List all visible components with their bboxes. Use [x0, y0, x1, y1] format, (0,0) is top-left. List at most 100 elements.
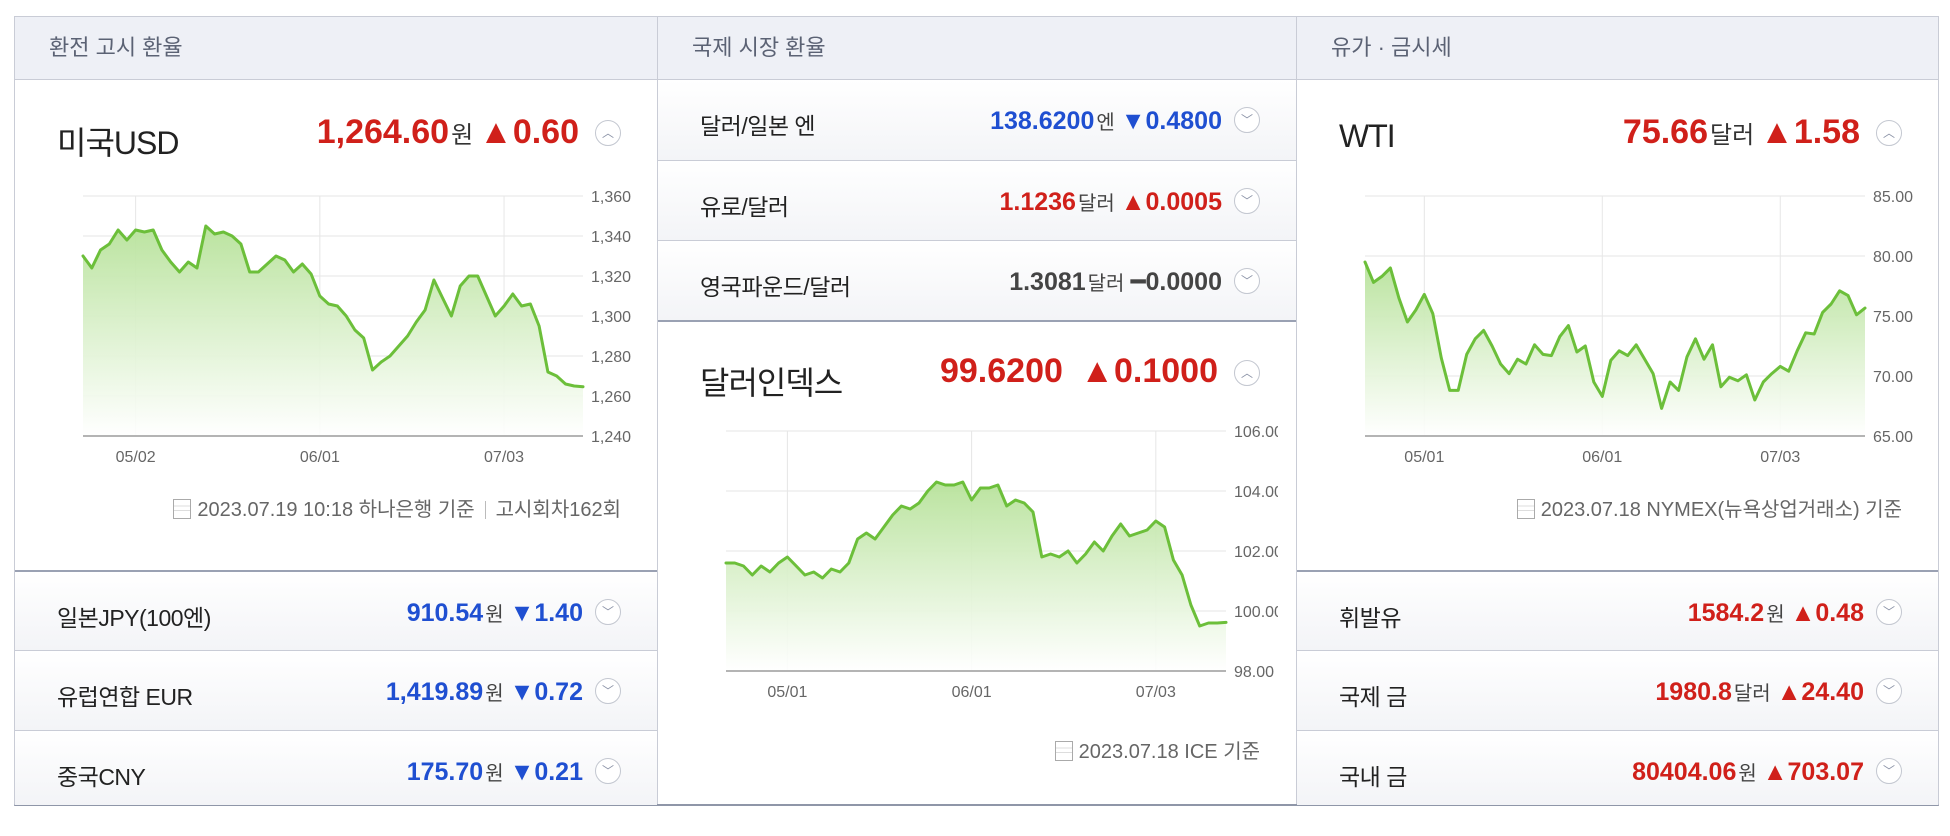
- data-point: [151, 228, 155, 232]
- data-point: [362, 336, 366, 340]
- data-point: [1744, 373, 1748, 377]
- main-rate-change: ▲0.1000: [1080, 352, 1218, 390]
- y-tick-label: 75.00: [1873, 309, 1913, 326]
- data-point: [1439, 356, 1443, 360]
- wti-chart: 85.00 80.00 75.00 70.00 65.00 05/01 06/01 07/03: [1363, 189, 1913, 466]
- data-point: [414, 320, 418, 324]
- data-point: [1110, 534, 1114, 538]
- main-rate: 75.66달러 ▲1.58: [1623, 113, 1860, 152]
- x-tick-label: 05/01: [767, 684, 807, 701]
- data-point: [1448, 388, 1452, 392]
- main-rate: 99.6200 ▲0.1000: [940, 352, 1218, 391]
- row-unit: 원: [485, 683, 504, 705]
- data-point: [1516, 357, 1520, 361]
- list-item[interactable]: 영국파운드/달러 1.3081 달러 ━0.0000 ﹀: [658, 240, 1296, 320]
- list-item[interactable]: 유럽연합 EUR 1,419.89 원 ▼0.72 ﹀: [15, 650, 657, 730]
- chevron-down-icon[interactable]: ﹀: [1234, 188, 1260, 214]
- list-item[interactable]: 국제 금 1980.8 달러 ▲24.40 ﹀: [1297, 650, 1938, 730]
- main-commodity-name[interactable]: WTI: [1339, 118, 1396, 154]
- list-item[interactable]: 국내 금 80404.06 원 ▲703.07 ﹀: [1297, 730, 1938, 805]
- chevron-down-icon[interactable]: ﹀: [595, 678, 621, 704]
- row-value: 138.6200: [990, 107, 1095, 135]
- row-change: ▲703.07: [1762, 758, 1864, 786]
- main-rate-change: ▲0.60: [479, 113, 579, 151]
- chevron-down-icon[interactable]: ﹀: [1234, 268, 1260, 294]
- data-point: [397, 344, 401, 348]
- data-point: [107, 242, 111, 246]
- data-point: [1431, 312, 1435, 316]
- main-currency-name[interactable]: 미국USD: [57, 125, 179, 161]
- row-unit: 달러: [1087, 273, 1125, 295]
- list-item[interactable]: 휘발유 1584.2 원 ▲0.48 ﹀: [1297, 570, 1938, 650]
- data-point: [1171, 558, 1175, 562]
- main-rate-value: 75.66: [1622, 113, 1708, 151]
- main-index-name[interactable]: 달러인덱스: [700, 365, 843, 401]
- row-value: 1.1236: [999, 188, 1076, 216]
- chevron-down-icon[interactable]: ﹀: [1876, 678, 1902, 704]
- x-tick-label: 06/01: [1582, 449, 1622, 466]
- list-item[interactable]: 중국CNY 175.70 원 ▼0.21 ﹀: [15, 730, 657, 805]
- data-point: [1371, 280, 1375, 284]
- dollar-index-panel: 달러인덱스 99.6200 ▲0.1000 ︿ 106.00 104.00 102.…: [658, 320, 1296, 805]
- data-point: [1154, 519, 1158, 523]
- data-point: [318, 294, 322, 298]
- data-point: [1583, 344, 1587, 348]
- chevron-down-icon[interactable]: ﹀: [1876, 599, 1902, 625]
- data-point: [581, 385, 585, 389]
- column-heading[interactable]: 국제 시장 환율: [658, 17, 1296, 80]
- data-point: [274, 254, 278, 258]
- data-point: [1736, 379, 1740, 383]
- expand-toggle-icon[interactable]: ︿: [595, 120, 621, 146]
- y-tick-label: 1,340: [591, 229, 631, 246]
- dollar-index-chart: 106.00 104.00 102.00 100.00 98.00 05/01 06/01 0…: [724, 424, 1278, 701]
- column-heading[interactable]: 유가 · 금시세: [1297, 17, 1938, 80]
- data-point: [1532, 343, 1536, 347]
- data-point: [239, 242, 243, 246]
- row-change: ▼0.4800: [1120, 107, 1222, 135]
- list-item[interactable]: 일본JPY(100엔) 910.54 원 ▼1.40 ﹀: [15, 570, 657, 650]
- chevron-down-icon[interactable]: ﹀: [1234, 107, 1260, 133]
- row-name: 유럽연합 EUR: [57, 684, 193, 710]
- row-rate: 1,419.89 원 ▼0.72: [386, 677, 583, 707]
- data-point: [1119, 522, 1123, 526]
- column-heading[interactable]: 환전 고시 환율: [15, 17, 657, 80]
- data-point: [467, 274, 471, 278]
- data-point: [759, 564, 763, 568]
- main-rate-value: 1,264.60: [316, 113, 450, 151]
- data-point: [1846, 294, 1850, 298]
- usd-chart: 1,360 1,340 1,320 1,300 1,280 1,260 1,240 05/02…: [81, 189, 631, 466]
- row-unit: 달러: [1733, 683, 1771, 705]
- data-point: [733, 561, 737, 565]
- data-point: [520, 304, 524, 308]
- row-change: ▼0.72: [509, 678, 583, 706]
- data-point: [1566, 324, 1570, 328]
- data-point: [1465, 352, 1469, 356]
- x-tick-label: 07/03: [1760, 449, 1800, 466]
- data-point: [1575, 350, 1579, 354]
- column-exchange: 환전 고시 환율 미국USD 1,264.60 원 ▲0.60 ︿ 1,360 1,3…: [15, 17, 658, 805]
- expand-toggle-icon[interactable]: ︿: [1234, 360, 1260, 386]
- data-point: [1163, 525, 1167, 529]
- chevron-down-icon[interactable]: ﹀: [1876, 758, 1902, 784]
- expand-toggle-icon[interactable]: ︿: [1876, 120, 1902, 146]
- main-rate-change: ▲1.58: [1760, 113, 1860, 151]
- data-point: [1634, 343, 1638, 347]
- data-point: [1753, 398, 1757, 402]
- source-note: 2023.07.18 NYMEX(뉴욕상업거래소) 기준: [1516, 493, 1902, 522]
- chevron-down-icon[interactable]: ﹀: [595, 758, 621, 784]
- data-point: [1005, 504, 1009, 508]
- y-tick-label: 98.00: [1234, 664, 1274, 681]
- data-point: [213, 232, 217, 236]
- data-point: [300, 262, 304, 266]
- column-international: 국제 시장 환율 달러/일본 엔 138.6200 엔 ▼0.4800 ﹀ 유로/달…: [658, 17, 1297, 804]
- data-point: [432, 278, 436, 282]
- data-point: [1651, 372, 1655, 376]
- row-value: 175.70: [406, 758, 484, 786]
- data-point: [1388, 266, 1392, 270]
- list-item[interactable]: 달러/일본 엔 138.6200 엔 ▼0.4800 ﹀: [658, 80, 1296, 160]
- divider: [484, 501, 486, 519]
- list-item[interactable]: 유로/달러 1.1236 달러 ▲0.0005 ﹀: [658, 160, 1296, 240]
- chevron-down-icon[interactable]: ﹀: [595, 599, 621, 625]
- data-point: [370, 368, 374, 372]
- data-point: [1778, 364, 1782, 368]
